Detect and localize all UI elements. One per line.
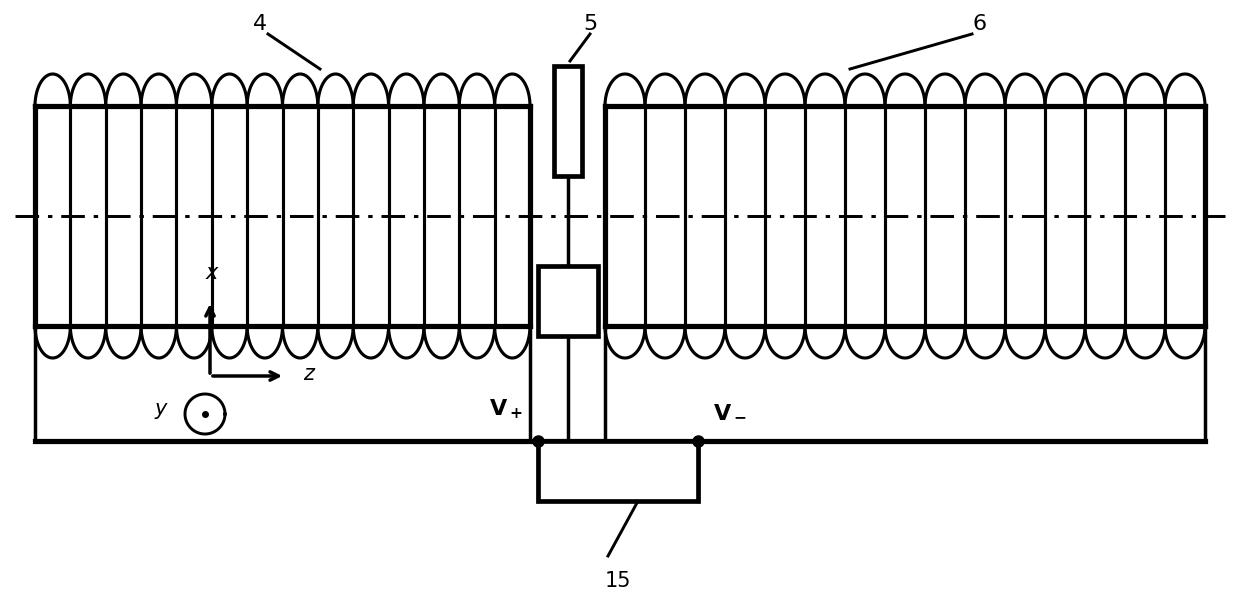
Text: $\mathbf{V_-}$: $\mathbf{V_-}$ [713, 401, 746, 421]
Text: x: x [206, 263, 218, 283]
Text: 6: 6 [973, 14, 987, 34]
Bar [538, 266, 598, 336]
Text: 15: 15 [605, 571, 631, 591]
Text: $\mathbf{V_+}$: $\mathbf{V_+}$ [489, 398, 523, 421]
Text: 4: 4 [253, 14, 267, 34]
Text: 5: 5 [583, 14, 598, 34]
Bar [538, 441, 698, 501]
Bar [554, 66, 582, 176]
Text: y: y [155, 399, 167, 419]
Text: z: z [303, 364, 314, 384]
